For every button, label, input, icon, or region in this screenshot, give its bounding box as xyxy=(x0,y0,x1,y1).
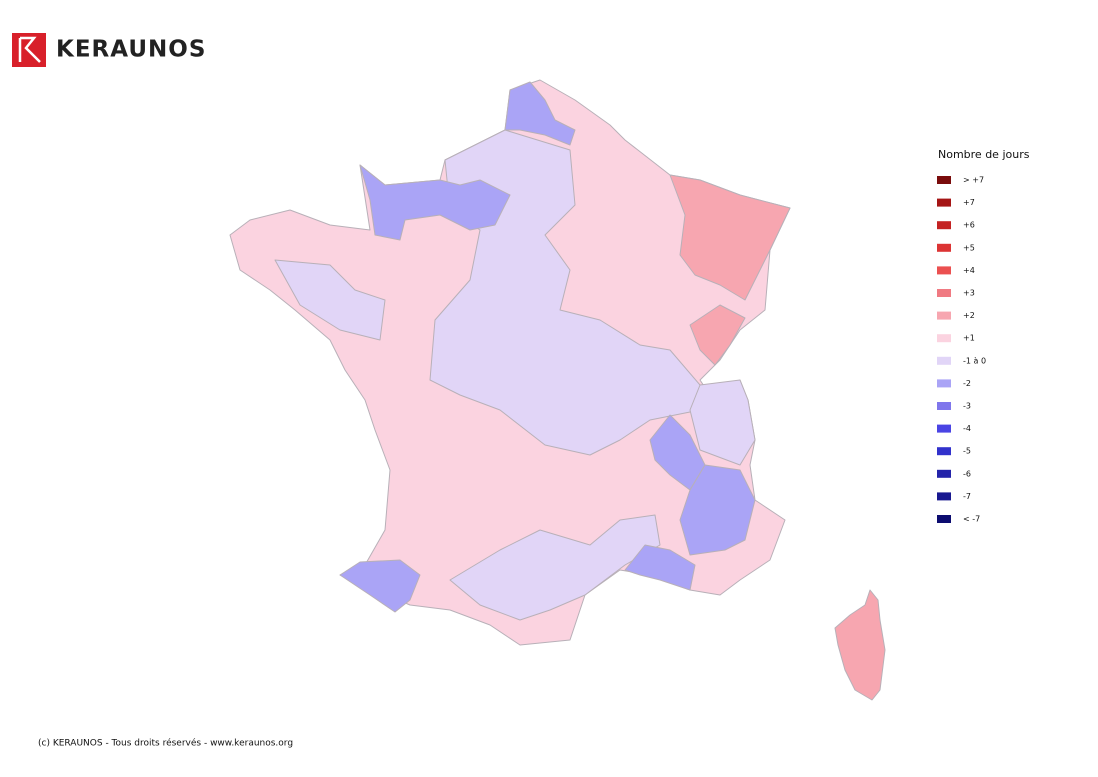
west-area xyxy=(274,259,386,341)
footer: (c) KERAUNOS - Tous droits réservés - ww… xyxy=(38,738,293,749)
nord xyxy=(504,81,576,146)
legend-label: +4 xyxy=(963,266,975,275)
legend-swatch xyxy=(937,243,951,252)
legend-swatch xyxy=(937,176,951,184)
legend-label: -4 xyxy=(963,424,971,433)
legend-swatch xyxy=(937,334,951,343)
legend-swatch xyxy=(937,424,951,433)
south-area xyxy=(449,514,661,621)
legend-label: +7 xyxy=(963,198,975,207)
legend-swatch xyxy=(937,402,951,410)
normandy xyxy=(359,164,511,241)
doubs xyxy=(689,304,746,366)
legend-swatch xyxy=(937,198,951,207)
legend-swatch xyxy=(937,221,951,230)
legend-label: +2 xyxy=(963,311,975,320)
legend: > +7 +7 +6 +5 +4 +3 +2 +1 -1 à 0 -2 -3 -4 -5 -6 -7 < -7 xyxy=(937,176,986,524)
legend-label: -2 xyxy=(963,379,971,388)
legend-title: Nombre de jours xyxy=(938,148,1030,161)
logo-glyph xyxy=(18,36,41,63)
legend-swatch xyxy=(937,311,951,320)
legend-label: +3 xyxy=(963,289,975,298)
legend-label: < -7 xyxy=(963,515,980,524)
legend-label: +1 xyxy=(963,334,975,343)
map xyxy=(229,79,886,701)
brand: KERAUNOS xyxy=(56,37,206,63)
legend-label: -7 xyxy=(963,492,971,501)
legend-label: +6 xyxy=(963,221,975,230)
legend-label: -5 xyxy=(963,447,971,456)
alps xyxy=(679,464,756,556)
legend-label: -1 à 0 xyxy=(963,356,986,365)
east-alps xyxy=(689,379,756,466)
legend-swatch xyxy=(937,492,951,501)
legend-label: -3 xyxy=(963,402,971,411)
legend-label: +5 xyxy=(963,243,975,252)
legend-swatch xyxy=(937,447,951,456)
legend-label: -6 xyxy=(963,469,971,478)
legend-swatch xyxy=(937,469,951,478)
north-east xyxy=(669,174,791,301)
pyrenees xyxy=(339,559,421,613)
legend-swatch xyxy=(937,379,951,388)
logo: KERAUNOS xyxy=(12,33,206,67)
legend-label: > +7 xyxy=(963,176,984,185)
legend-swatch xyxy=(937,515,951,523)
provence xyxy=(624,544,696,591)
corsica xyxy=(834,589,886,701)
legend-swatch xyxy=(937,289,951,297)
legend-swatch xyxy=(937,266,951,275)
legend-swatch xyxy=(937,356,951,365)
